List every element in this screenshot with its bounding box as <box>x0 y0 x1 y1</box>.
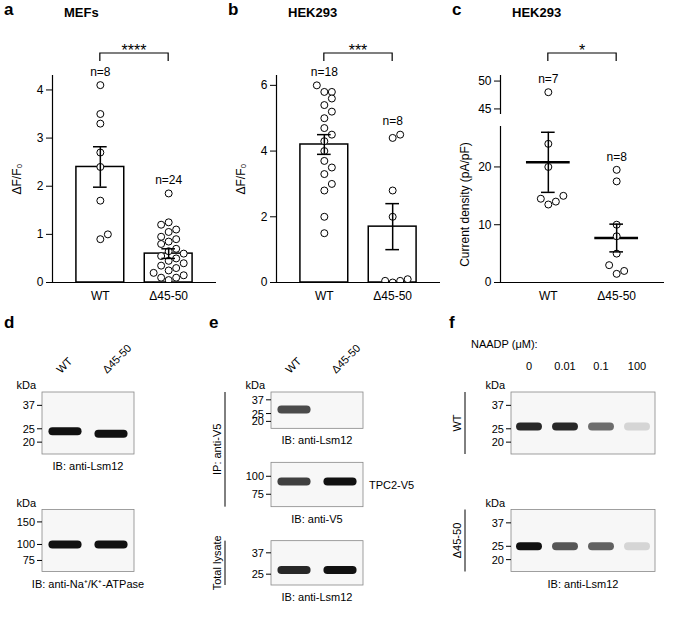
svg-text:WT: WT <box>283 355 304 376</box>
svg-text:n=8: n=8 <box>90 65 111 79</box>
svg-text:e: e <box>209 313 218 332</box>
svg-text:75: 75 <box>23 554 35 566</box>
html-text:c: c <box>452 0 462 19</box>
svg-text:n=8: n=8 <box>606 150 627 164</box>
svg-text:100: 100 <box>246 470 264 482</box>
svg-text:IB: anti-Lsm12: IB: anti-Lsm12 <box>282 591 353 603</box>
svg-text:37: 37 <box>492 517 504 529</box>
html-text:MEFs: MEFs <box>64 5 99 20</box>
svg-text:6: 6 <box>261 78 268 92</box>
svg-text:****: **** <box>122 42 147 59</box>
svg-text:2: 2 <box>261 210 268 224</box>
svg-text:WT: WT <box>539 289 558 303</box>
svg-text:ΔF/F₀: ΔF/F₀ <box>10 163 24 194</box>
svg-text:25: 25 <box>492 540 504 552</box>
svg-text:Δ45-50: Δ45-50 <box>329 342 363 376</box>
svg-text:kDa: kDa <box>245 379 265 391</box>
svg-text:WT: WT <box>451 414 463 431</box>
svg-text:Δ45-50: Δ45-50 <box>149 289 188 303</box>
svg-text:37: 37 <box>492 399 504 411</box>
svg-text:0: 0 <box>526 360 532 372</box>
svg-text:n=8: n=8 <box>382 114 403 128</box>
svg-text:0: 0 <box>485 275 492 289</box>
svg-text:20: 20 <box>492 554 504 566</box>
svg-text:0: 0 <box>261 275 268 289</box>
svg-text:4: 4 <box>261 144 268 158</box>
svg-text:0: 0 <box>37 275 44 289</box>
svg-text:10: 10 <box>478 218 492 232</box>
svg-text:kDa: kDa <box>485 379 505 391</box>
svg-text:Δ45-50: Δ45-50 <box>373 289 412 303</box>
svg-text:20: 20 <box>252 415 264 427</box>
html-text:a: a <box>4 0 14 19</box>
svg-text:f: f <box>449 313 455 332</box>
svg-text:75: 75 <box>252 488 264 500</box>
svg-text:kDa: kDa <box>16 379 36 391</box>
svg-text:IB: anti-Lsm12: IB: anti-Lsm12 <box>53 460 124 472</box>
svg-text:100: 100 <box>628 360 646 372</box>
svg-text:1: 1 <box>37 227 44 241</box>
svg-text:0.1: 0.1 <box>593 360 608 372</box>
svg-text:IB: anti-Lsm12: IB: anti-Lsm12 <box>282 434 353 446</box>
svg-text:Δ45-50: Δ45-50 <box>597 289 636 303</box>
svg-text:20: 20 <box>478 160 492 174</box>
svg-text:20: 20 <box>492 436 504 448</box>
svg-text:ΔF/F₀: ΔF/F₀ <box>234 163 248 194</box>
svg-text:Total lysate: Total lysate <box>211 535 223 590</box>
svg-text:100: 100 <box>17 538 35 550</box>
svg-text:d: d <box>4 313 14 332</box>
svg-text:25: 25 <box>23 423 35 435</box>
svg-text:25: 25 <box>492 423 504 435</box>
svg-text:kDa: kDa <box>16 497 36 509</box>
svg-text:WT: WT <box>315 289 334 303</box>
svg-text:*: * <box>579 42 585 59</box>
svg-text:TPC2-V5: TPC2-V5 <box>369 479 414 491</box>
svg-text:0.01: 0.01 <box>554 360 575 372</box>
svg-text:3: 3 <box>37 131 44 145</box>
svg-text:150: 150 <box>17 516 35 528</box>
svg-text:Δ45-50: Δ45-50 <box>451 523 463 558</box>
html-text:HEK293: HEK293 <box>512 5 562 20</box>
svg-text:4: 4 <box>37 83 44 97</box>
svg-text:2: 2 <box>37 179 44 193</box>
svg-text:25: 25 <box>251 407 264 420</box>
svg-text:37: 37 <box>252 394 264 406</box>
svg-text:37: 37 <box>23 399 35 411</box>
svg-text:IP: anti-V5: IP: anti-V5 <box>211 424 223 475</box>
html-text:b: b <box>228 0 239 19</box>
svg-text:n=18: n=18 <box>311 65 338 79</box>
svg-text:n=7: n=7 <box>538 72 559 86</box>
svg-text:NAADP (μM):: NAADP (μM): <box>471 338 538 350</box>
svg-text:IB: anti-Na⁺/K⁺-ATPase: IB: anti-Na⁺/K⁺-ATPase <box>32 578 144 590</box>
html-text:HEK293: HEK293 <box>288 5 338 20</box>
svg-text:***: *** <box>349 42 368 59</box>
svg-text:37: 37 <box>252 547 264 559</box>
svg-text:IB: anti-V5: IB: anti-V5 <box>291 513 342 525</box>
svg-text:25: 25 <box>252 568 264 580</box>
svg-text:WT: WT <box>54 355 75 376</box>
svg-text:Δ45-50: Δ45-50 <box>100 342 134 376</box>
svg-text:20: 20 <box>23 436 35 448</box>
svg-text:50: 50 <box>478 74 492 88</box>
svg-text:kDa: kDa <box>485 497 505 509</box>
svg-text:Current density (pA/pF): Current density (pA/pF) <box>458 142 472 267</box>
svg-text:IB: anti-Lsm12: IB: anti-Lsm12 <box>548 578 619 590</box>
svg-text:n=24: n=24 <box>155 173 182 187</box>
svg-text:45: 45 <box>478 102 492 116</box>
svg-text:WT: WT <box>91 289 110 303</box>
